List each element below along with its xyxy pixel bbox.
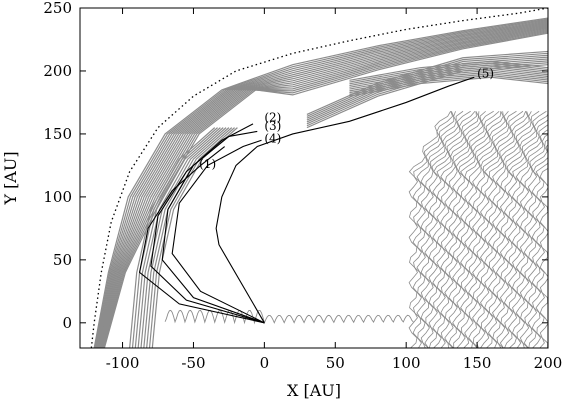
x-tick-label: 200 (534, 354, 563, 372)
trajectory-labels: (1) (2)(3)(4) (5) (199, 66, 494, 171)
gray-stream-line (349, 67, 548, 88)
x-tick-label: 50 (326, 354, 345, 372)
gray-wall-line (412, 111, 453, 348)
y-tick-label: 200 (43, 62, 72, 80)
axis-ticks: -100 -50 0 50 100 150 200 0 50 100 150 200 250 (43, 0, 562, 372)
gray-wall-line (464, 111, 504, 348)
gray-wall-line (511, 119, 548, 348)
gray-wall-line (408, 111, 451, 348)
gray-stream-line (306, 52, 548, 117)
gray-wall-line (440, 111, 479, 348)
x-tick-label: 150 (463, 354, 492, 372)
gray-stream-line (349, 73, 548, 94)
gray-stream-line (349, 62, 548, 83)
gray-band-line (94, 19, 548, 348)
trajectory-line-5 (215, 76, 475, 324)
x-tick-label: -50 (181, 354, 205, 372)
gray-band-line (102, 30, 548, 348)
x-axis-label: X [AU] (287, 381, 341, 400)
gray-band-line (100, 27, 548, 348)
y-axis-label: Y [AU] (1, 151, 20, 205)
y-tick-label: 150 (43, 125, 72, 143)
gray-band-line (99, 25, 548, 348)
gray-inner-line (134, 127, 221, 348)
gray-wall-line (448, 110, 486, 348)
gray-wall-line (484, 111, 526, 348)
y-tick-label: 0 (62, 314, 72, 332)
dotted-boundary-curve (90, 8, 548, 348)
trajectory-label-3: (3) (264, 119, 281, 133)
x-tick-label: -100 (106, 354, 140, 372)
gray-wall-line (476, 110, 517, 348)
gray-wall-line (515, 124, 548, 348)
gray-stream-line (349, 76, 548, 97)
gray-stream-line (349, 60, 548, 81)
gray-stream-line (306, 54, 548, 119)
gray-wall-line (535, 150, 548, 348)
gray-wall-line (531, 144, 548, 348)
trajectory-label-2: (2) (264, 110, 281, 124)
gray-wall-line (436, 111, 477, 348)
gray-wall-line (519, 129, 548, 348)
gray-stream-line (349, 69, 548, 90)
gray-stream-line (306, 50, 548, 115)
trajectory-line-3 (161, 130, 265, 324)
x-tick-label: 0 (260, 354, 270, 372)
y-tick-label: 250 (43, 0, 72, 17)
gray-wall-line (472, 110, 509, 348)
trajectory-line-2 (150, 123, 265, 324)
trajectory-line-4 (171, 139, 265, 324)
gray-wall-line (420, 111, 457, 348)
gray-band-line (95, 20, 548, 348)
gray-band-line (94, 18, 548, 348)
gray-band-line (103, 31, 548, 348)
gray-stream-line (349, 71, 548, 92)
gray-wall-line (424, 110, 464, 348)
gray-wall-line (480, 110, 524, 348)
gray-band-line (101, 28, 548, 348)
gray-wall-line (523, 134, 548, 348)
trajectory-lines (138, 76, 475, 324)
gray-wall-line (456, 110, 500, 348)
gray-stream-line (349, 66, 548, 87)
gray-inner-line (143, 127, 230, 348)
gray-band-line (96, 21, 548, 348)
gray-inner-line (137, 127, 224, 348)
gray-stream-line (349, 64, 548, 85)
gray-inner-line (131, 127, 218, 348)
gray-band-line (103, 32, 548, 348)
gray-wall-line (444, 111, 482, 348)
gray-band-line (99, 26, 548, 348)
gray-inner-line (129, 127, 216, 348)
trajectory-label-1: (1) (199, 157, 216, 171)
gray-band-line (97, 23, 548, 348)
gray-wall-line (495, 111, 532, 348)
gray-band-line (98, 24, 548, 348)
gray-band-line (101, 29, 548, 348)
gray-wall-line (492, 111, 530, 348)
gray-wall-line (539, 167, 548, 348)
gray-band-line (93, 17, 548, 348)
gray-stream-line (349, 74, 548, 95)
gray-wall-line (416, 111, 455, 348)
x-tick-label: 100 (392, 354, 421, 372)
gray-wall-line (487, 111, 529, 348)
gray-wall-line (460, 111, 502, 348)
gray-wall-line (468, 111, 506, 348)
gray-wall-line (432, 110, 476, 348)
gray-band-line (96, 22, 548, 348)
trajectory-line-1 (138, 146, 265, 324)
y-tick-label: 100 (43, 188, 72, 206)
gray-structure (93, 17, 548, 348)
gray-wall-line (499, 110, 540, 348)
trajectory-label-5: (5) (477, 66, 494, 80)
plot-frame (79, 7, 549, 349)
gray-inner-line (148, 127, 235, 348)
y-tick-label: 50 (53, 251, 72, 269)
gray-wall-line (507, 113, 548, 348)
gray-wave-line (164, 309, 414, 325)
trajectory-label-4: (4) (264, 132, 281, 146)
